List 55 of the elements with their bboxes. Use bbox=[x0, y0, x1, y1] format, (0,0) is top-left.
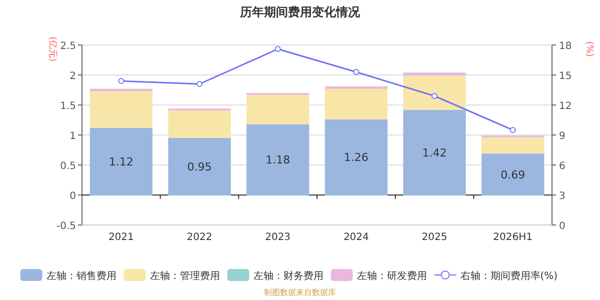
legend-label: 右轴：期间费用率(%) bbox=[460, 270, 558, 282]
x-tick-label: 2022 bbox=[186, 232, 212, 243]
bar bbox=[324, 86, 388, 89]
point bbox=[510, 127, 516, 133]
y2-tick-label: 15 bbox=[559, 71, 572, 82]
data-label: 1.12 bbox=[108, 155, 134, 168]
bar bbox=[246, 124, 310, 195]
bar bbox=[403, 110, 466, 195]
x-tick-label: 2026H1 bbox=[493, 232, 533, 243]
point bbox=[196, 81, 202, 87]
legend-label: 左轴：管理费用 bbox=[150, 270, 220, 282]
data-label: 0.95 bbox=[187, 160, 212, 174]
bar bbox=[90, 91, 152, 128]
y-tick-label: 0.5 bbox=[60, 161, 76, 172]
x-tick-label: 2023 bbox=[265, 232, 291, 243]
bar bbox=[482, 154, 544, 195]
bar bbox=[482, 137, 544, 154]
legend-label: 左轴：研发费用 bbox=[356, 270, 427, 282]
legend-label: 左轴：销售费用 bbox=[46, 270, 116, 282]
y-tick-label: 2 bbox=[70, 71, 76, 82]
chart-title: 历年期间费用变化情况 bbox=[239, 5, 361, 19]
x-tick-label: 2021 bbox=[108, 232, 134, 243]
y2-tick-label: 9 bbox=[559, 131, 566, 142]
y-tick-label: 0 bbox=[70, 191, 76, 202]
bar bbox=[324, 119, 388, 195]
point bbox=[432, 93, 438, 99]
bar bbox=[90, 128, 152, 195]
y-tick-label: 1.5 bbox=[60, 101, 76, 112]
data-label: 1.42 bbox=[422, 146, 447, 160]
y-tick-label: 2.5 bbox=[60, 41, 76, 52]
x-tick-label: 2025 bbox=[422, 232, 448, 243]
point bbox=[274, 46, 281, 52]
bar bbox=[168, 138, 231, 195]
point bbox=[118, 78, 124, 84]
y2-tick-label: 6 bbox=[559, 161, 566, 172]
y2-tick-label: 12 bbox=[559, 101, 572, 112]
bar bbox=[324, 88, 388, 120]
data-label: 0.69 bbox=[500, 168, 526, 182]
y-tick-label: -0.5 bbox=[56, 221, 76, 232]
bar bbox=[403, 72, 466, 76]
legend-label: 左轴：财务费用 bbox=[253, 270, 324, 282]
point bbox=[353, 69, 360, 75]
y2-tick-label: 3 bbox=[559, 191, 566, 202]
bar bbox=[168, 110, 231, 138]
text: 制图数据来自数据库 bbox=[264, 288, 336, 297]
bar bbox=[403, 76, 466, 110]
y-tick-label: 1 bbox=[70, 131, 76, 142]
y2-tick-label: 18 bbox=[559, 41, 572, 52]
bar bbox=[246, 94, 310, 124]
x-tick-label: 2024 bbox=[343, 232, 369, 243]
y2-axis-title: (%) bbox=[584, 41, 594, 57]
y-axis-title: (亿元) bbox=[47, 36, 58, 62]
data-label: 1.26 bbox=[344, 151, 368, 164]
y2-tick-label: 0 bbox=[559, 221, 566, 232]
data-label: 1.18 bbox=[266, 154, 290, 167]
